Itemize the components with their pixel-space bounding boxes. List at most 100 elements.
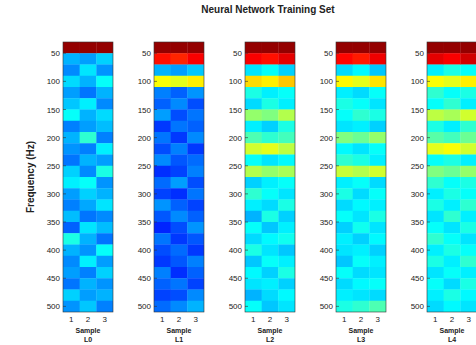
y-tick-label: 350	[229, 218, 243, 227]
heat-cell	[171, 188, 188, 200]
heat-cell	[154, 267, 171, 279]
y-tick-label: 400	[229, 246, 243, 255]
heat-cell	[444, 200, 461, 212]
heat-cell	[427, 233, 444, 245]
heat-cell	[80, 87, 97, 99]
heat-cell	[80, 132, 97, 144]
heat-cell	[444, 233, 461, 245]
y-tick-label: 350	[138, 218, 152, 227]
heat-cell	[444, 53, 461, 65]
x-tick-label: 3	[193, 315, 198, 324]
y-tick-label: 100	[320, 77, 334, 86]
heat-cell	[245, 76, 262, 88]
heat-cell	[427, 301, 444, 312]
heat-cell	[63, 42, 80, 54]
heat-cell	[245, 143, 262, 155]
heat-cell	[187, 290, 204, 302]
heat-cell	[353, 278, 370, 290]
panel-frame	[427, 42, 476, 312]
heat-cell	[80, 166, 97, 178]
heat-cell	[154, 155, 171, 167]
y-tick-label: 150	[138, 106, 152, 115]
heat-cell	[171, 222, 188, 234]
heat-cell	[460, 143, 476, 155]
heat-cell	[63, 256, 80, 268]
y-tick	[63, 250, 66, 251]
y-tick-label: 450	[138, 274, 152, 283]
heat-cell	[444, 76, 461, 88]
heat-cell	[245, 53, 262, 65]
y-tick-label: 250	[411, 162, 425, 171]
heat-cell	[336, 301, 353, 312]
cells	[336, 42, 386, 312]
x-axis-label: Sample	[349, 327, 374, 335]
heat-cell	[262, 267, 279, 279]
x-tick-label: 3	[375, 315, 380, 324]
y-tick	[245, 278, 248, 279]
heat-cell	[278, 290, 295, 302]
y-tick-label: 150	[229, 106, 243, 115]
heat-cell	[96, 98, 113, 110]
heat-cell	[154, 132, 171, 144]
heat-cell	[80, 278, 97, 290]
heat-cell	[154, 166, 171, 178]
heat-cell	[460, 290, 476, 302]
y-tick-label: 50	[51, 49, 60, 58]
heat-cell	[336, 222, 353, 234]
heat-cell	[171, 166, 188, 178]
heat-cell	[96, 267, 113, 279]
heat-cell	[63, 245, 80, 257]
heat-cell	[427, 256, 444, 268]
heat-cell	[154, 301, 171, 312]
heat-cell	[187, 301, 204, 312]
heat-cell	[427, 132, 444, 144]
heat-cell	[336, 98, 353, 110]
y-tick	[427, 165, 430, 166]
heat-cell	[336, 166, 353, 178]
heat-cell	[278, 233, 295, 245]
y-tick-label: 300	[229, 190, 243, 199]
heat-cell	[278, 245, 295, 257]
y-tick	[63, 222, 66, 223]
heat-cell	[444, 278, 461, 290]
heat-cell	[262, 256, 279, 268]
heat-cell	[245, 132, 262, 144]
heat-cell	[460, 211, 476, 223]
x-tick-label: 2	[86, 315, 91, 324]
y-tick	[154, 222, 157, 223]
heat-cell	[171, 200, 188, 212]
y-tick-label: 500	[229, 302, 243, 311]
x-tick-label: 2	[450, 315, 455, 324]
y-tick-label: 450	[47, 274, 61, 283]
heat-cell	[369, 267, 386, 279]
heat-cell	[80, 143, 97, 155]
heat-cell	[171, 53, 188, 65]
heat-cell	[96, 155, 113, 167]
heat-cell	[369, 121, 386, 133]
heat-cell	[353, 177, 370, 189]
heat-cell	[427, 42, 444, 54]
y-tick-label: 400	[47, 246, 61, 255]
heat-cell	[245, 211, 262, 223]
heat-cell	[336, 177, 353, 189]
heat-cell	[154, 110, 171, 122]
heat-cell	[460, 177, 476, 189]
heat-cell	[336, 278, 353, 290]
heat-cell	[262, 53, 279, 65]
heat-cell	[369, 301, 386, 312]
heat-cell	[63, 53, 80, 65]
heat-cell	[369, 53, 386, 65]
heat-cell	[353, 87, 370, 99]
heat-cell	[369, 278, 386, 290]
heat-cell	[80, 121, 97, 133]
y-tick	[427, 278, 430, 279]
y-tick-label: 500	[320, 302, 334, 311]
heat-cell	[80, 177, 97, 189]
heat-cell	[444, 166, 461, 178]
heat-cell	[80, 188, 97, 200]
y-tick	[427, 137, 430, 138]
heat-cell	[187, 278, 204, 290]
y-tick	[63, 81, 66, 82]
y-tick	[154, 165, 157, 166]
x-axis-label: Sample	[167, 327, 192, 335]
